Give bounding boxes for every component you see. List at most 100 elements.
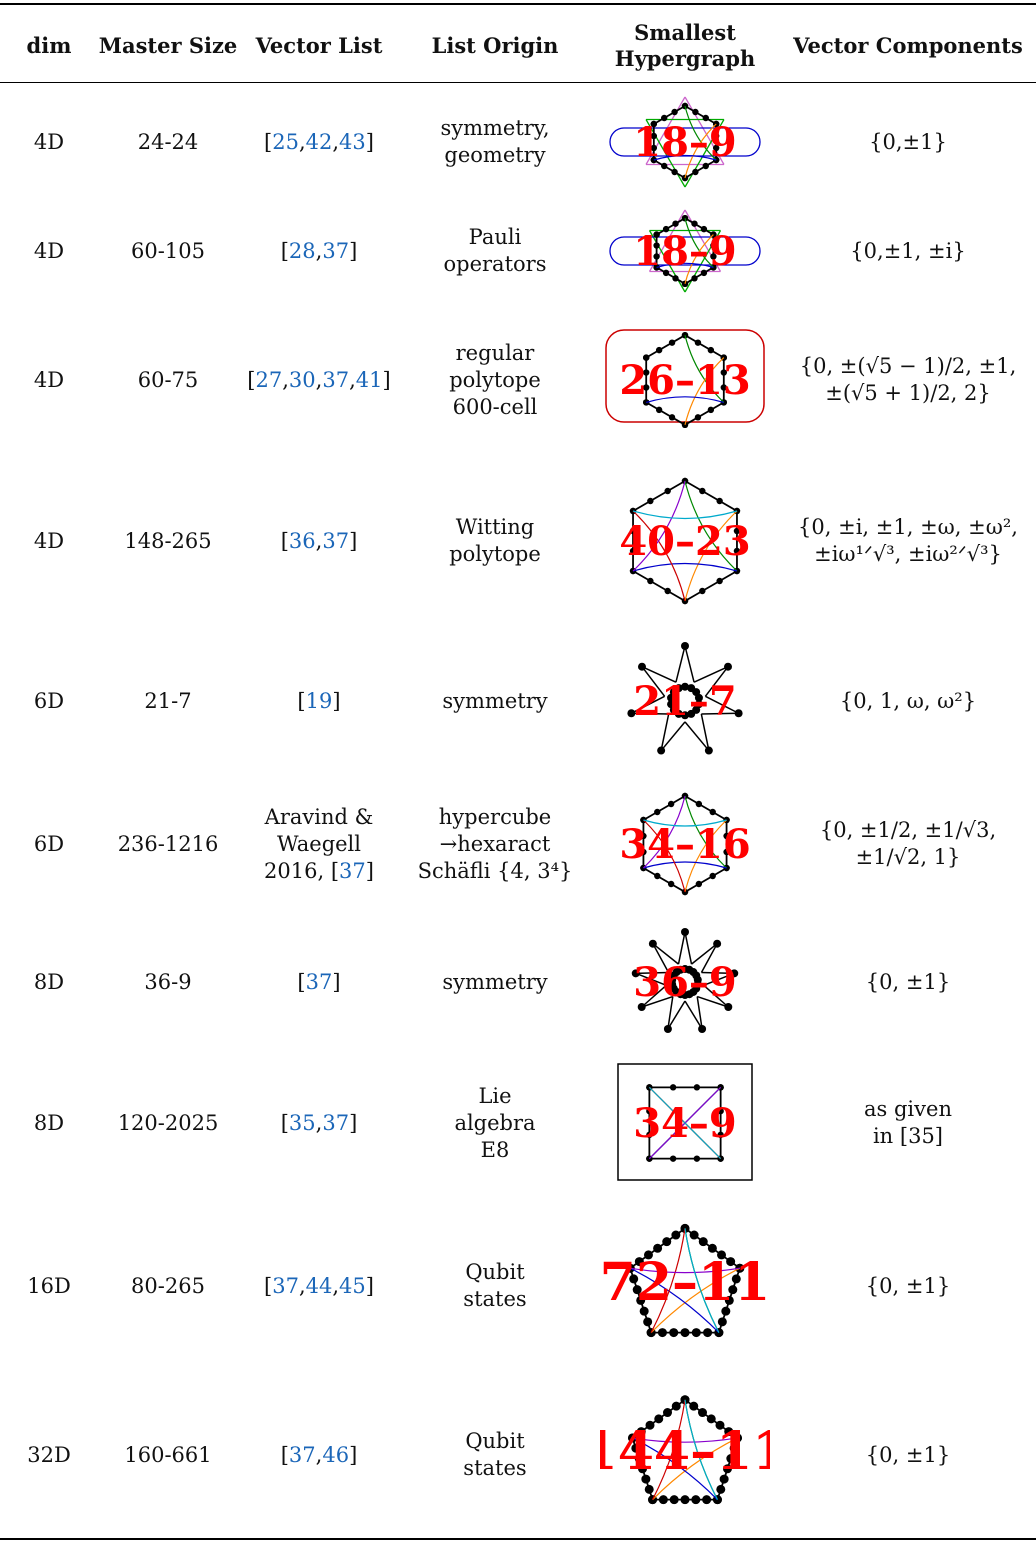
row-vector-components: {0,±1} (780, 83, 1036, 201)
bracket-close: ] (332, 969, 341, 994)
bracket-open: 2016, [ (264, 858, 340, 883)
citation-link[interactable]: 35 (288, 1110, 316, 1135)
citation-link[interactable]: 37 (322, 238, 350, 263)
vector-list-refs: [25,42,43] (264, 129, 374, 156)
graph-vertex (654, 1414, 664, 1424)
graph-edge (684, 105, 717, 161)
graph-edge (645, 334, 686, 359)
graph-vertex (643, 384, 650, 391)
graph-vertex (694, 339, 702, 346)
graph-edge (703, 972, 735, 986)
cite-separator: , (349, 367, 356, 392)
graph-edge (684, 570, 738, 602)
citation-link[interactable]: 46 (322, 1442, 350, 1467)
graph-vertex (687, 709, 696, 718)
graph-vertex (709, 872, 716, 880)
components-stack: {0,±1} (869, 129, 947, 156)
citation-link[interactable]: 36 (288, 528, 316, 553)
graph-vertex (689, 1401, 699, 1411)
graph-vertex (676, 965, 685, 974)
row-hypergraph: 18–9 (590, 196, 780, 306)
graph-vertex (691, 220, 698, 227)
citation-link[interactable]: 45 (339, 1273, 366, 1298)
graph-edge (645, 401, 686, 426)
citation-link[interactable]: 37 (339, 858, 366, 883)
row-master-size: 236-1216 (117, 831, 219, 856)
citation-link[interactable]: 37 (305, 969, 333, 994)
components-line: {0, 1, ω, ω²} (839, 688, 977, 713)
row-dim: 4D (33, 129, 65, 154)
graph-vertex (671, 1401, 681, 1411)
hypergraph-label: 18–9 (633, 119, 737, 166)
list-origin-line: states (463, 1456, 527, 1480)
citation-link[interactable]: 37 (322, 1110, 350, 1135)
graph-edge (641, 995, 674, 1008)
citation-link[interactable]: 43 (339, 129, 366, 154)
graph-edge (632, 510, 686, 602)
citation-link[interactable]: 25 (272, 129, 299, 154)
graph-vertex (691, 1495, 701, 1505)
list-origin-line: operators (443, 252, 547, 276)
bracket-close: ] (365, 1273, 374, 1298)
citation-link[interactable]: 37 (288, 1442, 316, 1467)
graph-vertex (680, 1328, 690, 1338)
graph-edge (643, 819, 686, 893)
row-vector-list: [28,37] (238, 196, 400, 306)
vector-list-refs: [35,37] (281, 1110, 358, 1137)
bracket-open: [ (297, 688, 306, 713)
graph-edge (677, 931, 686, 965)
row-vector-list: [37,46] (238, 1372, 400, 1538)
graph-vertex (643, 354, 650, 361)
citation-link[interactable]: 19 (305, 688, 333, 713)
citation-link[interactable]: 41 (355, 367, 383, 392)
graph-vertex (663, 1408, 673, 1418)
graph-edge (696, 995, 729, 1008)
graph-edge (660, 721, 686, 752)
bottom-rule (0, 1538, 1036, 1540)
citation-link[interactable]: 37 (322, 528, 350, 553)
graph-vertex (699, 487, 706, 495)
list-origin-stack: Witting polytope (449, 514, 541, 568)
header-vector-components: Vector Components (793, 33, 1023, 58)
citation-link[interactable]: 27 (255, 367, 283, 392)
row-vector-components: {0, ±i, ±1, ±ω, ±ω², ±iω¹ᐟ√³, ±iω²ᐟ√³} (780, 450, 1036, 632)
vector-list-refs: [28,37] (281, 238, 358, 265)
row-dim: 6D (33, 688, 65, 713)
graph-edge (641, 666, 666, 697)
graph-vertex (629, 527, 637, 535)
graph-vertex (692, 108, 699, 116)
graph-edge (684, 230, 722, 293)
vector-list-refs: [37,46] (281, 1442, 358, 1469)
row-dim: 8D (33, 1110, 65, 1135)
graph-edge (703, 984, 729, 1008)
header-hypergraph-line-2: Hypergraph (614, 46, 756, 71)
citation-link[interactable]: 28 (288, 238, 316, 263)
graph-edge (691, 943, 718, 965)
citation-link[interactable]: 37 (322, 367, 350, 392)
vector-list-stack: [19] (297, 688, 340, 715)
components-stack: {0, ±1} (866, 969, 950, 996)
cite-separator: , (332, 129, 340, 154)
graph-vertex (717, 1250, 727, 1260)
graph-vertex (671, 1230, 681, 1240)
graph-edge (684, 510, 738, 602)
graph-vertex (706, 1414, 716, 1424)
vector-list-refs: [36,37] (281, 528, 358, 555)
graph-edge (684, 795, 728, 821)
row-vector-list: [37] (238, 918, 400, 1046)
citation-link[interactable]: 30 (288, 367, 316, 392)
graph-edge (684, 334, 725, 359)
components-stack: {0, ±1} (866, 1442, 950, 1469)
graph-vertex (698, 1024, 707, 1033)
graph-vertex (710, 253, 717, 260)
components-line: ±iω¹ᐟ√³, ±iω²ᐟ√³} (814, 542, 1002, 566)
graph-edge (650, 1267, 741, 1334)
citation-link[interactable]: 42 (305, 129, 333, 154)
citation-link[interactable]: 44 (305, 1273, 333, 1298)
graph-edge (684, 401, 725, 426)
graph-edge (648, 230, 686, 293)
hypergraph-label: 18–9 (633, 228, 737, 275)
graph-vertex (653, 1243, 663, 1253)
citation-link[interactable]: 37 (272, 1273, 299, 1298)
row-master-size: 160-661 (124, 1442, 212, 1467)
